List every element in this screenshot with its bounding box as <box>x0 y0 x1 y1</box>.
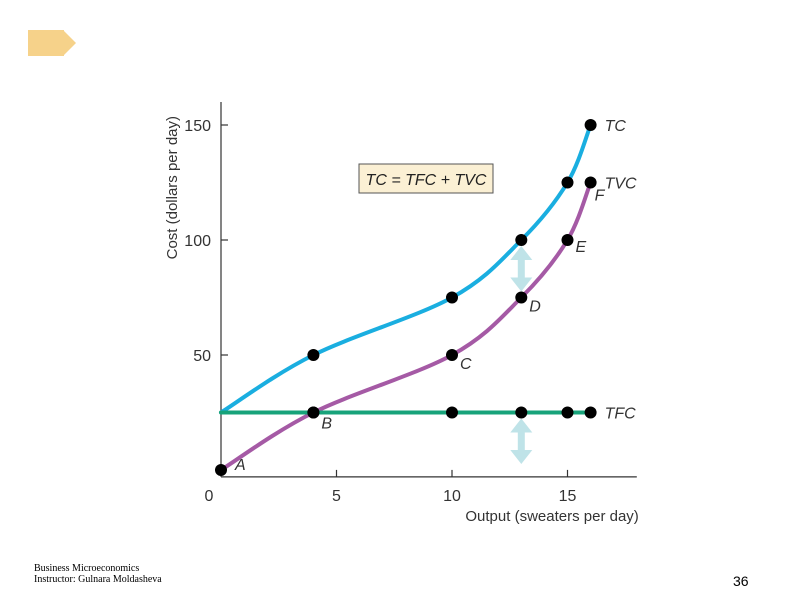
series-label: TFC <box>605 406 637 423</box>
data-point <box>584 119 597 131</box>
data-point <box>561 234 574 246</box>
data-point <box>515 234 528 246</box>
data-point <box>561 176 574 189</box>
data-point <box>446 406 458 419</box>
data-point <box>307 349 320 361</box>
x-tick-label: 0 <box>205 488 214 505</box>
series-label: TVC <box>605 176 637 193</box>
point-label: B <box>321 416 332 433</box>
x-axis-label: Output (sweaters per day) <box>465 508 638 525</box>
x-tick-label: 10 <box>443 488 461 505</box>
data-point <box>584 176 597 189</box>
x-tick-label: 5 <box>332 488 341 505</box>
data-point <box>561 406 574 419</box>
series-label: TC <box>605 118 627 135</box>
point-label: E <box>576 239 587 256</box>
markers-group <box>215 119 597 476</box>
slide-logo-decoration <box>28 30 76 56</box>
data-point <box>215 464 227 476</box>
data-point <box>446 291 458 304</box>
footer: Business Microeconomics Instructor: Guln… <box>34 563 162 585</box>
labels-group: TC TVC TFC A B C D E F <box>234 118 637 474</box>
arrow-group <box>510 246 533 464</box>
y-axis-label: Cost (dollars per day) <box>164 116 181 259</box>
double-arrow-head-up <box>510 246 533 260</box>
double-arrow-head-down <box>510 277 533 292</box>
y-tick-label: 150 <box>184 118 211 135</box>
point-label: D <box>529 299 541 316</box>
data-point <box>446 349 458 361</box>
footer-instructor: Instructor: Gulnara Moldasheva <box>34 574 162 585</box>
double-arrow-head-up <box>510 418 533 433</box>
x-tick-label: 15 <box>559 488 577 505</box>
point-label: C <box>460 356 472 373</box>
data-point <box>307 406 320 419</box>
axes-group: 50 100 150 0 5 10 15 Output (sweaters per day) C… <box>164 102 639 525</box>
data-point <box>515 406 528 419</box>
formula-text: TC = TFC + TVC <box>366 172 487 189</box>
page-number: 36 <box>733 573 749 589</box>
data-point <box>584 406 597 419</box>
y-tick-label: 100 <box>184 233 211 250</box>
point-label: F <box>595 188 606 205</box>
data-point <box>515 291 528 304</box>
point-label: A <box>234 457 246 474</box>
formula-box <box>358 163 494 194</box>
y-tick-label: 50 <box>193 348 211 365</box>
double-arrow-head-down <box>510 450 533 464</box>
footer-course: Business Microeconomics <box>34 563 140 574</box>
logo-diamond <box>52 31 76 55</box>
annotation-group: TC = TFC + TVC <box>358 163 494 194</box>
